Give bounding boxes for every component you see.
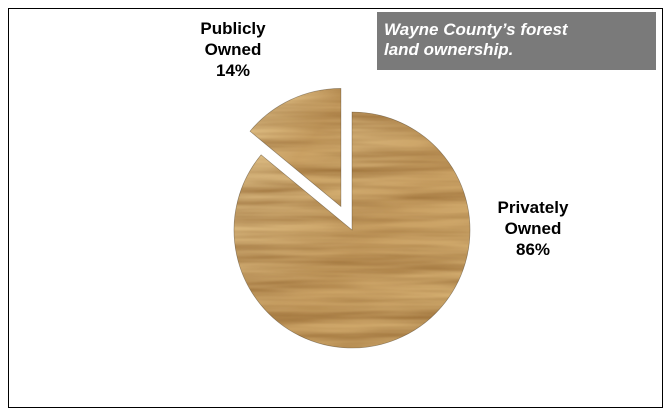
pie-slices bbox=[233, 88, 471, 349]
slice-label-public-line-1: Publicly bbox=[200, 19, 266, 38]
slice-label-private-line-1: Privately bbox=[497, 198, 569, 217]
slice-label-privately-owned: Privately Owned 86% bbox=[473, 197, 593, 260]
chart-title: Wayne County’s forest land ownership. bbox=[377, 12, 656, 70]
slice-label-public-line-2: Owned bbox=[204, 40, 262, 59]
pie-chart bbox=[233, 88, 471, 349]
chart-title-line-2: land ownership. bbox=[384, 40, 514, 59]
chart-title-line-1: Wayne County’s forest bbox=[384, 20, 568, 39]
slice-label-publicly-owned: Publicly Owned 14% bbox=[178, 18, 288, 81]
pie-slice-publicly-owned bbox=[250, 88, 341, 207]
slice-value-private: 86% bbox=[515, 240, 551, 259]
pie-slice-edge-publicly-owned bbox=[249, 88, 342, 208]
slice-value-public: 14% bbox=[215, 61, 251, 80]
slice-label-private-line-2: Owned bbox=[504, 219, 562, 238]
pie-slice-edge-privately-owned bbox=[233, 111, 471, 349]
